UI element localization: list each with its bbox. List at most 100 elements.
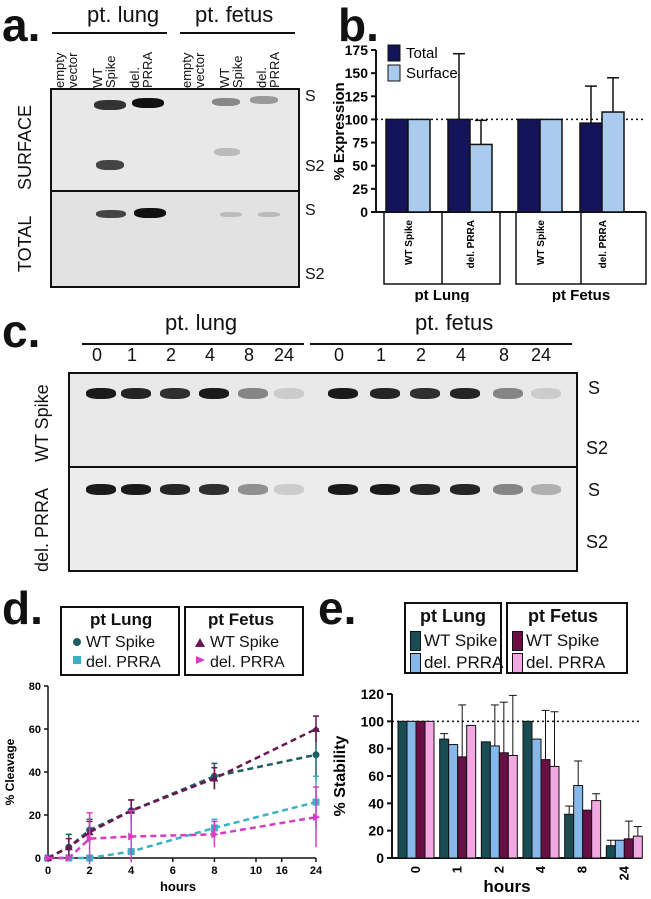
panel-a-lane-1: empty vector: [52, 52, 80, 88]
y-tick-label: 0: [376, 850, 384, 866]
panel-c-timepoint: 2: [166, 345, 177, 365]
panel-c-band-s-del: S: [588, 480, 601, 500]
x-tick-label: WT Spike: [404, 220, 415, 265]
bar: [457, 756, 468, 859]
band: [212, 98, 240, 106]
panel-a-total-blot: [50, 190, 300, 288]
bar: [489, 745, 500, 859]
bar: [540, 759, 551, 859]
legend-swatch-lung-wt: [410, 631, 421, 651]
data-point: [128, 832, 136, 841]
bar: [582, 809, 593, 859]
y-axis-label: % Cleavage: [3, 738, 17, 805]
panel-a-group-fetus-rule: [180, 32, 295, 34]
band: [199, 388, 229, 399]
band: [199, 484, 229, 495]
panel-b-chart: 0 25 50 75 100 125 150 175 % Expression Total Surf…: [331, 42, 647, 302]
panel-c-timepoint: 0: [334, 345, 345, 365]
bar: [632, 835, 643, 859]
panel-a-band-s-surface: S: [305, 88, 316, 105]
y-tick-label: 20: [29, 810, 41, 822]
bar: [397, 720, 408, 859]
band: [220, 212, 242, 217]
data-point: [210, 774, 219, 782]
band: [86, 484, 116, 495]
band: [132, 98, 164, 108]
bar: [439, 738, 450, 859]
panel-c-group-lung: pt. lung: [165, 310, 238, 335]
legend-marker-lung-del: [73, 656, 81, 664]
band: [258, 212, 280, 217]
x-tick-label: 2: [491, 866, 506, 873]
legend-item: del. PRRA: [210, 654, 285, 671]
band: [96, 210, 126, 218]
panel-b-letter: b.: [338, 0, 379, 51]
legend-title: pt Lung: [90, 610, 153, 629]
band: [238, 388, 268, 399]
band: [328, 388, 358, 399]
bar: [480, 741, 491, 859]
bar: [573, 785, 584, 859]
panel-a-row-total: TOTAL: [15, 215, 35, 272]
data-point: [64, 843, 73, 851]
bar: [469, 143, 493, 213]
panel-a-lane-3: del. PRRA: [127, 51, 155, 88]
panel-a-band-s2-surface: S2: [305, 158, 325, 175]
x-tick-label: 8: [211, 865, 217, 877]
y-tick-label: 100: [361, 713, 385, 729]
band: [328, 484, 358, 495]
data-point: [211, 830, 219, 839]
band: [531, 484, 561, 495]
bar: [406, 720, 417, 859]
panel-e-legend-fetus: pt Fetus WT Spike del. PRRA: [506, 602, 628, 674]
panel-a-lane-4: empty vector: [179, 52, 207, 88]
bar: [539, 118, 563, 213]
data-point: [312, 725, 320, 732]
bar: [385, 118, 409, 213]
panel-c-timepoint: 4: [456, 345, 467, 365]
y-axis-label: % Expression: [331, 82, 348, 180]
panel-d-legend-lung: pt Lung WT Spike del. PRRA: [60, 606, 180, 676]
y-tick-label: 125: [345, 88, 369, 104]
band: [134, 208, 166, 218]
panel-d-letter: d.: [2, 582, 43, 634]
panel-e-legend-lung: pt Lung WT Spike del. PRRA: [404, 602, 503, 674]
bar: [591, 800, 602, 859]
legend-title: pt Lung: [420, 606, 486, 626]
data-point: [65, 854, 73, 862]
bar: [614, 839, 625, 859]
panel-c-timepoint: 24: [274, 345, 295, 365]
legend-marker-lung-wt: [73, 638, 81, 646]
y-tick-label: 40: [29, 767, 41, 779]
legend-item: del. PRRA: [86, 654, 161, 671]
data-point: [312, 751, 320, 759]
band: [410, 388, 440, 399]
panel-c-timepoint: 1: [376, 345, 387, 365]
y-tick-label: 20: [368, 823, 384, 839]
panel-a-lane-2: WT Spike: [90, 55, 118, 88]
bar: [579, 122, 603, 213]
bar: [407, 118, 431, 213]
group-label: pt Fetus: [552, 287, 610, 302]
x-tick-label: 6: [170, 865, 176, 877]
bar: [498, 752, 509, 859]
y-tick-label: 25: [352, 181, 368, 197]
series-line: [47, 727, 317, 860]
panel-c-group-fetus-rule: [310, 343, 572, 345]
panel-c-timepoint: 8: [244, 345, 255, 365]
band: [274, 484, 304, 495]
x-tick-label: 24: [616, 865, 631, 880]
panel-e-letter: e.: [318, 582, 357, 634]
bar: [531, 738, 542, 859]
legend-item: WT Spike: [526, 631, 600, 650]
panel-c-wt-blot: [68, 372, 578, 468]
y-tick-label: 60: [29, 724, 41, 736]
series-line: [48, 815, 317, 860]
x-tick-label: 1: [450, 866, 465, 873]
panel-c-letter: c.: [2, 305, 41, 357]
panel-a-lane-5: WT Spike: [217, 55, 245, 88]
legend-swatch-fetus-del: [512, 653, 523, 673]
band: [86, 388, 116, 399]
